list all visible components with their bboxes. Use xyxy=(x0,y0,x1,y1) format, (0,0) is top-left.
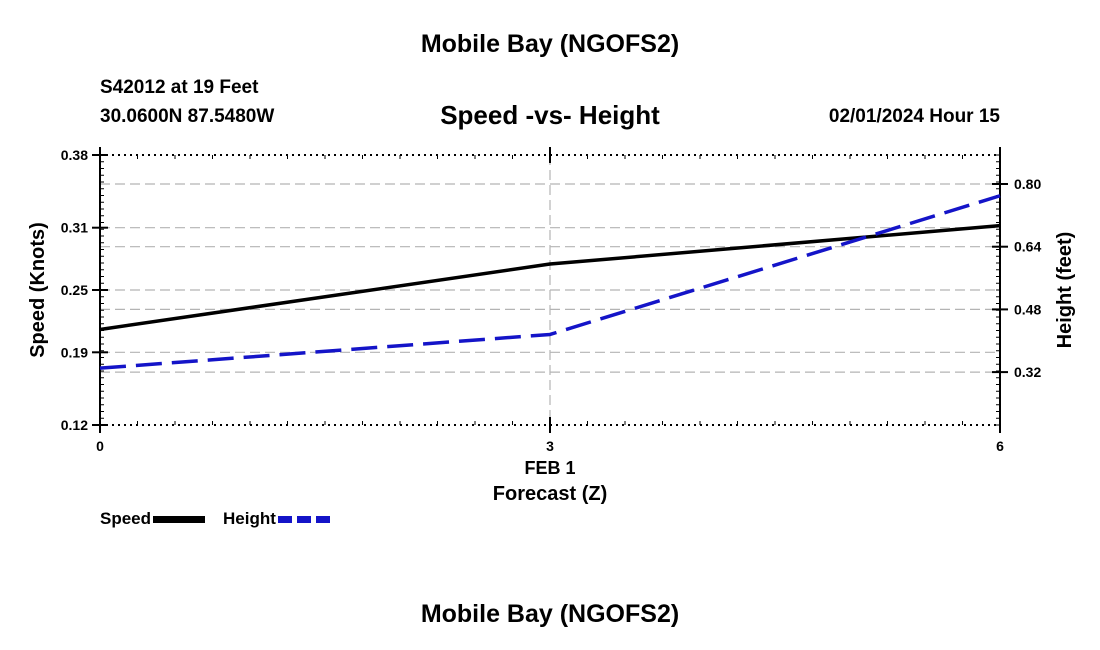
y-right-tick-label: 0.64 xyxy=(1014,239,1041,255)
axes xyxy=(92,147,1008,433)
x-tick-label: 3 xyxy=(546,438,554,454)
x-date-label: FEB 1 xyxy=(524,458,575,478)
chart-title: Mobile Bay (NGOFS2) xyxy=(420,30,680,58)
chart-subtitle: Speed -vs- Height xyxy=(440,100,660,130)
grid xyxy=(100,155,1000,425)
footer-title: Mobile Bay (NGOFS2) xyxy=(420,600,680,628)
x-tick-label: 0 xyxy=(96,438,104,454)
y-axis-left-label: Speed (Knots) xyxy=(27,222,49,358)
series xyxy=(99,194,1001,370)
y-left-tick-label: 0.31 xyxy=(61,220,88,236)
y-left-tick-label: 0.12 xyxy=(61,417,88,433)
legend-height-swatch xyxy=(277,515,330,523)
legend-speed-label: Speed xyxy=(100,509,152,528)
y-right-tick-label: 0.48 xyxy=(1014,301,1041,317)
tick-labels: 0.12 0.19 0.25 0.31 0.38 0.32 0.48 0.64 0.80 0 3 6 xyxy=(61,147,1042,454)
station-location: 30.0600N 87.5480W xyxy=(100,106,275,127)
y-right-tick-label: 0.32 xyxy=(1014,364,1041,380)
forecast-datetime: 02/01/2024 Hour 15 xyxy=(828,106,1000,127)
y-left-tick-label: 0.38 xyxy=(61,147,88,163)
legend-height-label: Height xyxy=(223,509,276,528)
y-left-tick-label: 0.25 xyxy=(61,282,88,298)
legend: Speed Height xyxy=(100,509,330,529)
y-axis-right-label: Height (feet) xyxy=(1054,232,1076,349)
y-right-tick-label: 0.80 xyxy=(1014,176,1041,192)
y-left-tick-label: 0.19 xyxy=(61,344,88,360)
x-tick-label: 6 xyxy=(996,438,1004,454)
x-axis-label: Forecast (Z) xyxy=(493,483,607,505)
legend-speed-swatch xyxy=(153,515,206,523)
station-label: S42012 at 19 Feet xyxy=(100,77,259,98)
